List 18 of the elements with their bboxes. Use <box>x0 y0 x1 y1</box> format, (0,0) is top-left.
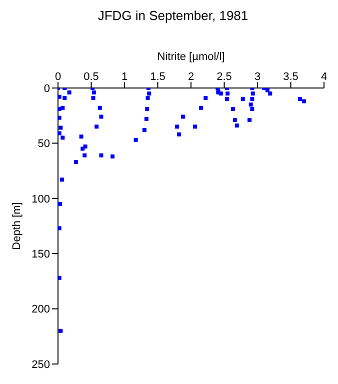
x-axis-title: Nitrite [µmol/l] <box>157 50 225 63</box>
y-tick-label: 150 <box>32 248 50 261</box>
x-tick-label: 2 <box>188 71 194 83</box>
y-tick-label: 0 <box>44 82 50 95</box>
x-tick-label: 0.5 <box>84 71 99 83</box>
x-tick-label: 2.5 <box>216 71 232 83</box>
y-tick-label: 200 <box>32 304 50 316</box>
x-tick-label: 4 <box>320 71 328 83</box>
y-tick-label: 250 <box>32 358 50 371</box>
y-axis-title: Depth [m] <box>11 202 23 250</box>
x-tick-label: 3.5 <box>283 71 298 83</box>
y-tick-label: 50 <box>38 138 50 150</box>
x-tick-label: 1 <box>121 71 128 83</box>
y-tick-label: 100 <box>32 193 50 206</box>
x-tick-label: 0 <box>54 71 62 83</box>
x-tick-label: 1.5 <box>150 71 166 83</box>
x-tick-label: 3 <box>254 71 261 83</box>
chart-title: JFDG in September, 1981 <box>96 8 250 23</box>
